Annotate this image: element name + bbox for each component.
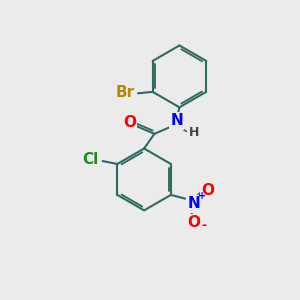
Text: +: + (198, 191, 206, 201)
Text: O: O (201, 183, 214, 198)
Text: N: N (170, 113, 183, 128)
Text: O: O (188, 215, 200, 230)
Text: -: - (201, 219, 206, 232)
Text: Br: Br (116, 85, 135, 100)
Text: N: N (187, 196, 200, 211)
Text: H: H (188, 126, 199, 140)
Text: O: O (123, 115, 136, 130)
Text: Cl: Cl (83, 152, 99, 167)
